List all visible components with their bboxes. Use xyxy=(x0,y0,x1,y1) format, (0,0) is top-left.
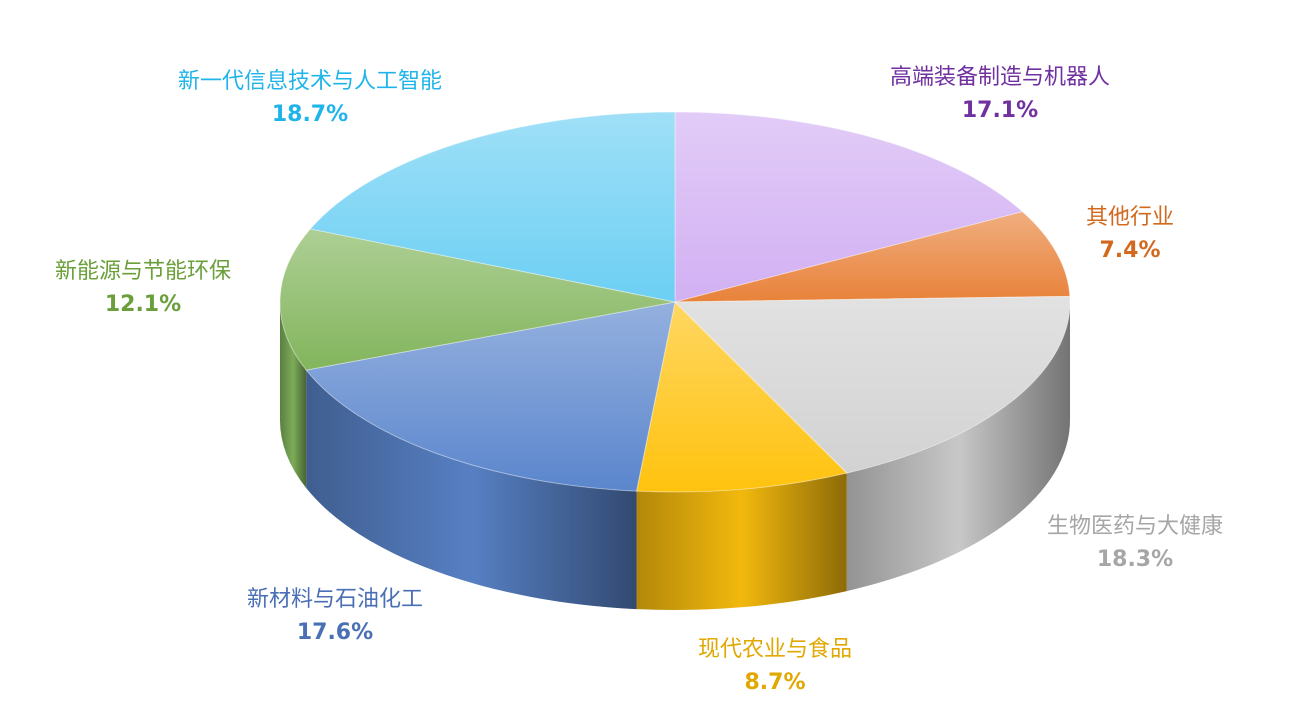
slice-label: 新材料与石油化工 xyxy=(247,587,423,612)
value-label: 17.6% xyxy=(297,620,373,645)
slice-label: 现代农业与食品 xyxy=(698,637,852,662)
value-label: 18.7% xyxy=(272,102,348,127)
slice-shine xyxy=(279,228,675,371)
value-label: 12.1% xyxy=(105,292,181,317)
slice-label: 其他行业 xyxy=(1086,205,1174,230)
slice-side-shade xyxy=(280,302,307,489)
value-label: 8.7% xyxy=(744,670,805,695)
slice-label: 新一代信息技术与人工智能 xyxy=(178,69,442,94)
value-label: 18.3% xyxy=(1097,547,1173,572)
value-label: 17.1% xyxy=(962,98,1038,123)
slice-shine xyxy=(306,302,675,492)
slice-shine xyxy=(310,112,675,302)
slice-side-shade xyxy=(636,473,847,610)
slice-shine xyxy=(675,112,1023,302)
slice-label: 新能源与节能环保 xyxy=(55,259,231,284)
slice-side-shade xyxy=(846,302,1070,592)
slice-label: 生物医药与大健康 xyxy=(1047,514,1223,539)
slice-shine xyxy=(675,211,1070,302)
slice-label: 高端装备制造与机器人 xyxy=(890,65,1110,90)
value-label: 7.4% xyxy=(1099,238,1160,263)
slice-shine xyxy=(636,302,847,493)
slice-side-shade xyxy=(306,370,637,610)
slice-shine xyxy=(675,296,1070,474)
